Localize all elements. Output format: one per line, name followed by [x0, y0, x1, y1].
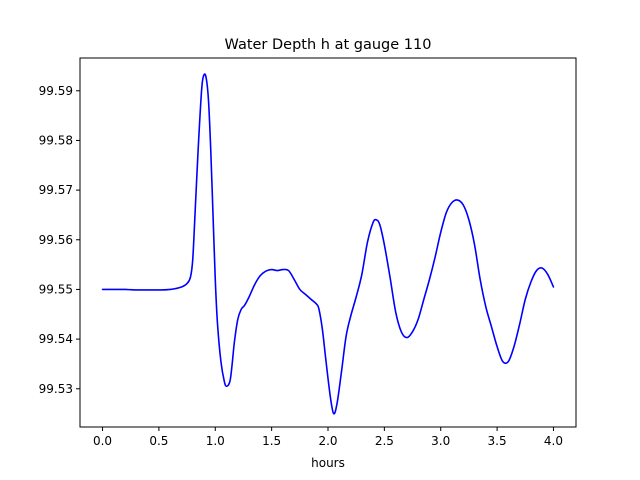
- y-tick-label: 99.58: [39, 133, 73, 147]
- y-tick-label: 99.56: [39, 233, 73, 247]
- y-tick-label: 99.57: [39, 183, 73, 197]
- y-tick-label: 99.55: [39, 282, 73, 296]
- x-tick-label: 0.5: [149, 434, 168, 448]
- x-tick-label: 1.0: [206, 434, 225, 448]
- x-axis-label: hours: [311, 456, 345, 470]
- x-tick-label: 2.0: [318, 434, 337, 448]
- y-tick-label: 99.59: [39, 84, 73, 98]
- x-tick-label: 3.5: [488, 434, 507, 448]
- y-tick-label: 99.53: [39, 382, 73, 396]
- x-axis: 0.0 0.5 1.0 1.5 2.0 2.5 3.0 3.5 4.0: [93, 427, 563, 448]
- x-tick-label: 2.5: [375, 434, 394, 448]
- chart-title: Water Depth h at gauge 110: [225, 37, 432, 53]
- x-tick-label: 4.0: [544, 434, 563, 448]
- x-tick-label: 1.5: [262, 434, 281, 448]
- x-tick-label: 0.0: [93, 434, 112, 448]
- y-tick-label: 99.54: [39, 332, 73, 346]
- plot-area: [101, 73, 555, 415]
- x-tick-label: 3.0: [431, 434, 450, 448]
- series-line: [101, 73, 555, 415]
- y-axis: 99.53 99.54 99.55 99.56 99.57 99.58 99.59: [39, 84, 80, 396]
